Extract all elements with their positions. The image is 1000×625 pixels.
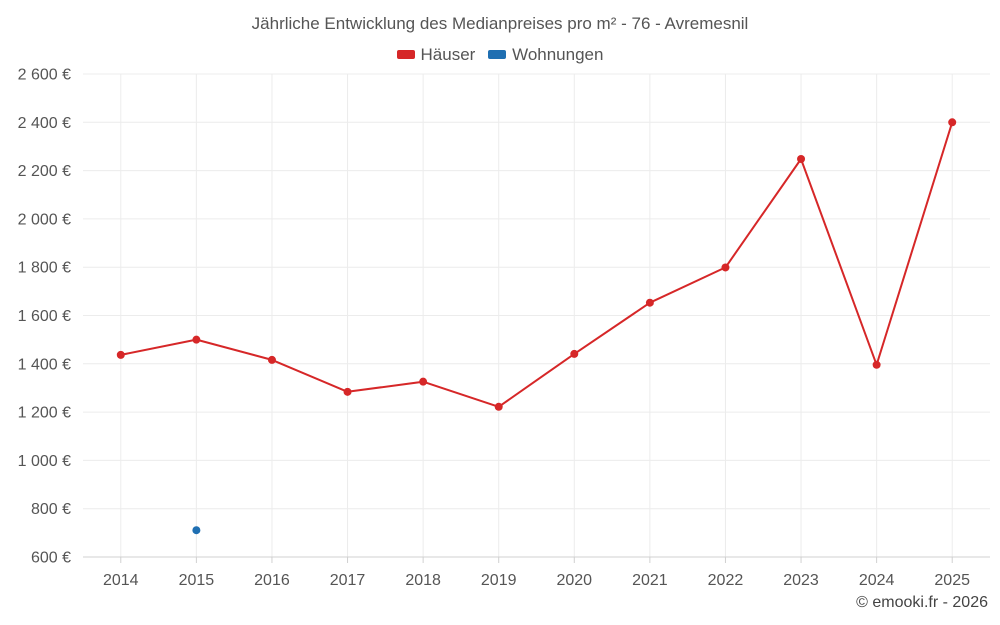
y-tick-label: 1 200 € bbox=[18, 405, 71, 422]
y-tick-label: 600 € bbox=[31, 550, 71, 567]
data-point-haeuser bbox=[948, 118, 957, 127]
x-tick-label: 2019 bbox=[481, 572, 517, 589]
copyright-credit: © emooki.fr - 2026 bbox=[856, 594, 988, 611]
y-tick-label: 800 € bbox=[31, 501, 71, 518]
data-point-haeuser bbox=[872, 360, 881, 369]
data-point-haeuser bbox=[570, 349, 579, 358]
data-point-haeuser bbox=[116, 350, 125, 359]
data-point-haeuser bbox=[797, 155, 806, 164]
data-point-haeuser bbox=[494, 402, 503, 411]
x-tick-label: 2020 bbox=[556, 572, 592, 589]
data-point-haeuser bbox=[721, 263, 730, 272]
legend-item-haeuser[interactable]: Häuser bbox=[396, 44, 476, 65]
legend-swatch-haeuser bbox=[396, 50, 415, 59]
x-tick-label: 2015 bbox=[179, 572, 215, 589]
x-tick-label: 2016 bbox=[254, 572, 290, 589]
x-tick-label: 2014 bbox=[103, 572, 139, 589]
y-tick-label: 2 600 € bbox=[18, 67, 71, 84]
data-point-haeuser bbox=[645, 298, 654, 307]
x-tick-label: 2021 bbox=[632, 572, 668, 589]
x-tick-label: 2023 bbox=[783, 572, 819, 589]
x-tick-label: 2025 bbox=[934, 572, 970, 589]
y-tick-label: 1 000 € bbox=[18, 453, 71, 470]
y-tick-label: 2 000 € bbox=[18, 211, 71, 228]
x-tick-label: 2017 bbox=[330, 572, 366, 589]
data-point-haeuser bbox=[192, 335, 201, 344]
legend-item-wohnungen[interactable]: Wohnungen bbox=[488, 45, 603, 65]
data-point-haeuser bbox=[267, 355, 276, 364]
chart-title: Jährliche Entwicklung des Medianpreises … bbox=[251, 14, 749, 33]
y-tick-label: 1 800 € bbox=[18, 260, 71, 277]
legend-label-wohnungen: Wohnungen bbox=[512, 44, 604, 64]
x-tick-label: 2018 bbox=[405, 572, 441, 589]
y-tick-label: 2 400 € bbox=[18, 115, 71, 132]
series-line-haeuser bbox=[120, 122, 954, 408]
chart-legend: Häuser Wohnungen bbox=[0, 44, 1000, 65]
x-tick-label: 2022 bbox=[708, 572, 744, 589]
data-point-wohnungen bbox=[192, 526, 201, 535]
legend-swatch-wohnungen bbox=[488, 50, 507, 59]
legend-label-haeuser: Häuser bbox=[420, 44, 476, 64]
y-tick-label: 1 600 € bbox=[18, 308, 71, 325]
data-point-haeuser bbox=[419, 377, 428, 386]
data-point-haeuser bbox=[343, 387, 352, 396]
x-tick-label: 2024 bbox=[859, 572, 895, 589]
y-tick-label: 2 200 € bbox=[18, 163, 71, 180]
y-tick-label: 1 400 € bbox=[18, 356, 71, 373]
